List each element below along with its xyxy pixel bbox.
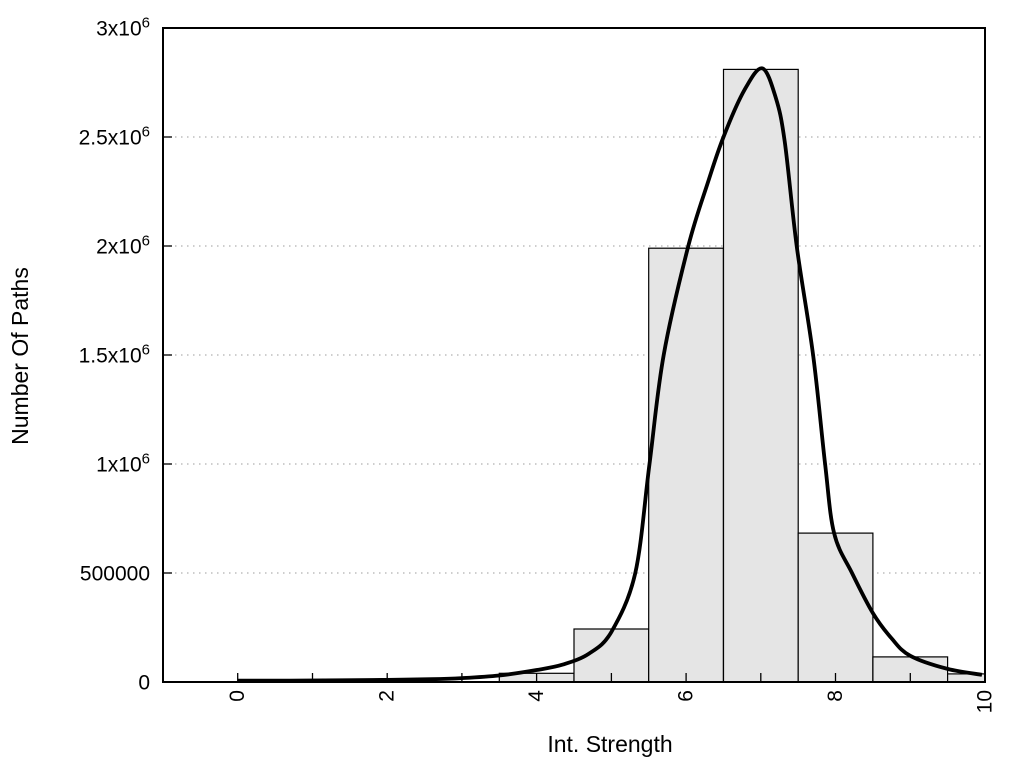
- x-tick-label: 0: [226, 690, 249, 702]
- y-tick-labels: 0 500000 1x106 1.5x106 2x106 2.5x106 3x106: [79, 14, 150, 694]
- y-tick-label: 2.5x106: [79, 123, 150, 149]
- axis-ticks: [163, 136, 986, 682]
- histogram-bar: [648, 247, 725, 682]
- x-tick-labels: 0 2 4 6 8 10: [226, 690, 996, 714]
- x-tick-label: 4: [525, 690, 548, 702]
- x-tick-label: 2: [376, 690, 399, 702]
- histogram-bar: [797, 532, 874, 682]
- y-tick-label: 0: [138, 671, 150, 694]
- plot-border: [162, 27, 986, 683]
- y-gridlines: [163, 136, 985, 574]
- y-tick-label: 500000: [80, 562, 150, 585]
- x-axis-title: Int. Strength: [547, 731, 672, 757]
- x-tick-label: 8: [824, 690, 847, 702]
- x-tick-label: 10: [973, 690, 996, 713]
- y-tick-label: 2x106: [96, 232, 150, 258]
- y-tick-label: 1.5x106: [79, 341, 150, 367]
- fit-curve: [237, 66, 983, 682]
- histogram-bars: [498, 68, 985, 682]
- x-tick-label: 6: [674, 690, 697, 702]
- y-tick-label: 1x106: [96, 450, 150, 476]
- y-tick-label: 3x106: [96, 14, 150, 40]
- y-axis-title: Number Of Paths: [7, 267, 33, 445]
